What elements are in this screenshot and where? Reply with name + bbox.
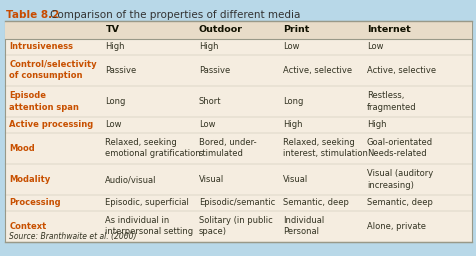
Text: Internet: Internet xyxy=(366,26,410,35)
Text: Print: Print xyxy=(282,26,308,35)
Text: Processing: Processing xyxy=(10,198,61,207)
Text: Semantic, deep: Semantic, deep xyxy=(366,198,432,207)
Text: Active, selective: Active, selective xyxy=(366,66,435,75)
Text: Low: Low xyxy=(366,42,383,51)
Text: High: High xyxy=(198,42,218,51)
Text: Alone, private: Alone, private xyxy=(366,222,425,231)
Text: Visual: Visual xyxy=(282,175,307,184)
Text: Low: Low xyxy=(198,120,215,129)
Text: Solitary (in public
space): Solitary (in public space) xyxy=(198,216,272,237)
Text: High: High xyxy=(366,120,386,129)
Text: Audio/visual: Audio/visual xyxy=(105,175,157,184)
Text: Restless,
fragmented: Restless, fragmented xyxy=(366,91,416,112)
Text: Relaxed, seeking
interest, stimulation: Relaxed, seeking interest, stimulation xyxy=(282,138,367,158)
Text: Passive: Passive xyxy=(198,66,229,75)
Text: Individual
Personal: Individual Personal xyxy=(282,216,323,237)
Text: Episode
attention span: Episode attention span xyxy=(10,91,79,112)
Text: Episodic, superficial: Episodic, superficial xyxy=(105,198,189,207)
Text: Passive: Passive xyxy=(105,66,136,75)
Text: Modality: Modality xyxy=(10,175,50,184)
Text: TV: TV xyxy=(105,26,119,35)
Text: Long: Long xyxy=(282,97,303,106)
Text: Table 8.2: Table 8.2 xyxy=(6,10,59,20)
Text: Control/selectivity
of consumption: Control/selectivity of consumption xyxy=(10,60,97,80)
Text: Source: Branthwaite et al. (2000): Source: Branthwaite et al. (2000) xyxy=(9,232,136,241)
Text: As individual in
interpersonal setting: As individual in interpersonal setting xyxy=(105,216,193,237)
Text: High: High xyxy=(105,42,125,51)
Text: Active, selective: Active, selective xyxy=(282,66,351,75)
Text: Goal-orientated
Needs-related: Goal-orientated Needs-related xyxy=(366,138,432,158)
Text: Low: Low xyxy=(282,42,299,51)
Text: Long: Long xyxy=(105,97,126,106)
Text: Context: Context xyxy=(10,222,47,231)
Text: High: High xyxy=(282,120,302,129)
Text: Mood: Mood xyxy=(10,144,35,153)
Text: Intrusiveness: Intrusiveness xyxy=(10,42,73,51)
Bar xyxy=(5,21,471,39)
Text: Semantic, deep: Semantic, deep xyxy=(282,198,348,207)
Text: Visual: Visual xyxy=(198,175,224,184)
Text: Comparison of the properties of different media: Comparison of the properties of differen… xyxy=(50,10,300,20)
Text: Relaxed, seeking
emotional gratification: Relaxed, seeking emotional gratification xyxy=(105,138,200,158)
Text: Bored, under-
stimulated: Bored, under- stimulated xyxy=(198,138,256,158)
Text: Low: Low xyxy=(105,120,122,129)
Bar xyxy=(5,21,471,242)
Text: Episodic/semantic: Episodic/semantic xyxy=(198,198,275,207)
Text: Active processing: Active processing xyxy=(10,120,93,129)
Text: Short: Short xyxy=(198,97,221,106)
Text: Visual (auditory
increasing): Visual (auditory increasing) xyxy=(366,169,432,190)
Text: Outdoor: Outdoor xyxy=(198,26,242,35)
